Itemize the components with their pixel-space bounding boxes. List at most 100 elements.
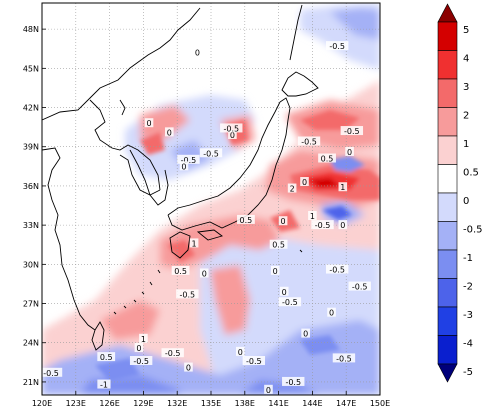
y-tick-label: 21N [23,378,39,387]
contour-label: 1 [310,212,315,221]
contour-label: -0.5 [315,221,331,230]
contour-label: 0 [281,217,286,226]
contour-label-bg [139,333,148,343]
contour-label: 1 [141,335,146,344]
contour-label: -0.5 [43,369,59,378]
x-tick-label: 129E [133,399,153,408]
contour-label-bg [171,265,190,275]
contour-label: 0.5 [240,216,253,225]
contour-label: 0.5 [321,154,334,163]
colorbar-box [437,192,458,222]
contour-label: 0.5 [272,241,285,250]
colorbar-box [437,278,458,308]
colorbar-box [437,164,458,194]
x-tick-label: 141E [268,399,288,408]
contour-label: -0.5 [246,357,262,366]
contour-label-bg [327,307,336,317]
contour-label: 0 [230,131,235,140]
contour-label-bg [161,348,184,358]
contour-label-bg [287,183,297,193]
contour-label: 0 [238,348,243,357]
contour-label-bg [332,353,356,363]
contour-label-bg [311,220,334,230]
contour-label: 0 [340,221,345,230]
contour-label-bg [300,177,309,187]
colorbar-label: 2 [463,111,469,122]
colorbar: 5 4 3 2 1 0.5 0 -0.5 -1 -2 -3 -4 -5 [437,3,483,383]
contour-label: 0 [347,148,352,157]
x-tick-label: 144E [302,399,322,408]
colorbar-label: 0 [463,196,469,207]
contour-label: 2 [290,185,295,194]
colorbar-box [437,78,458,108]
colorbar-label: -3 [463,310,473,321]
contour-label-bg [189,238,199,248]
contour-label: 0.5 [174,267,187,276]
contour-label: -1 [100,381,108,390]
contour-label: 0 [181,162,186,171]
contour-label-bg [279,286,289,296]
x-tick-label: 126E [99,399,119,408]
colorbar-box [437,135,458,165]
contour-label-bg [282,376,305,386]
contour-label-bg [264,384,273,394]
contour-label-bg [42,367,63,377]
contour-label-bg [235,346,245,356]
contour-label: -0.5 [329,266,345,275]
contour-label-bg [345,146,354,156]
contour-label: 0 [186,364,191,373]
contour-label: -0.5 [352,283,368,292]
colorbar-box [437,50,458,80]
contour-label: -0.5 [165,349,181,358]
x-tick-label: 120E [32,399,52,408]
contour-label-bg [348,281,371,291]
colorbar-box [437,221,458,251]
contour-label-bg [325,264,349,274]
colorbar-label: 5 [463,25,469,36]
contour-label: 1 [340,183,345,192]
contour-label-bg [193,47,202,57]
contour-label: 0 [329,309,334,318]
contour-label-bg [220,123,243,133]
colorbar-box [437,335,458,365]
contour-label: 0 [282,288,287,297]
contour-label: -0.5 [301,138,317,147]
x-tick-label: 147E [336,399,356,408]
contour-label: -0.5 [344,127,360,136]
contour-label: -0.5 [203,149,219,158]
contour-label: 0 [266,386,271,395]
colorbar-box [437,306,458,336]
contour-label-bg [199,268,209,278]
x-tick-label: 150E [370,399,390,408]
contour-label-bg [129,356,153,366]
x-tick-label: 138E [235,399,255,408]
contour-label: -0.5 [282,298,298,307]
contour-label: 0 [302,178,307,187]
x-axis: 120E 123E 126E 129E 132E 135E 138E 141E 144E 147E… [32,391,390,408]
contour-label-bg [179,161,189,171]
contour-label-bg [270,265,280,275]
contour-label: 0 [146,119,151,128]
contour-label: 0 [273,267,278,276]
y-tick-label: 45N [23,64,39,73]
contour-label: 0 [303,330,308,339]
contour-label-bg [340,126,364,136]
contour-label: -0.5 [133,357,149,366]
y-tick-label: 30N [23,260,39,269]
contour-label-bg [269,239,288,249]
y-tick-label: 33N [23,221,39,230]
colorbar-label: 1 [463,139,469,150]
contour-label-bg [97,379,111,389]
colorbar-label: 3 [463,82,469,93]
contour-label-bg [278,216,288,226]
contour-label: 1 [192,239,197,248]
y-tick-label: 39N [23,143,39,152]
contour-label-bg [308,210,317,220]
contour-label-bg [297,136,321,146]
contour-label-bg [177,154,200,164]
contour-label-bg [318,153,336,163]
contour-label: -0.5 [223,124,239,133]
coastlines [42,4,319,363]
contour-label-bg [144,118,154,128]
